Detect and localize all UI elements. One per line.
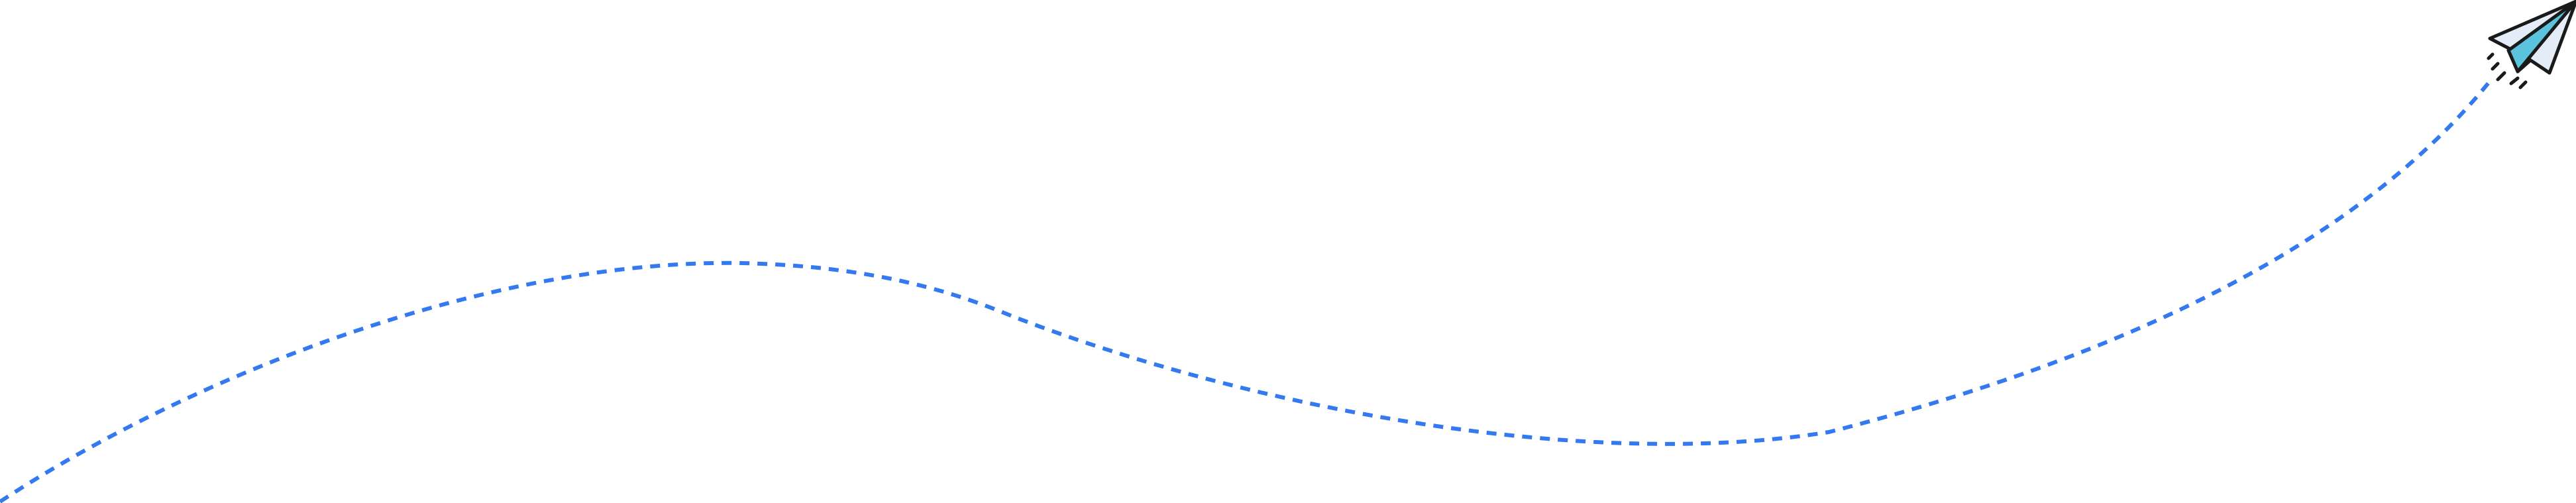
motion-lines-icon [2487, 52, 2528, 89]
plane-keel [2516, 59, 2532, 74]
plane-body-accent [2506, 0, 2576, 74]
dashed-flight-trail [0, 78, 2493, 503]
paper-plane-icon [2487, 0, 2576, 89]
